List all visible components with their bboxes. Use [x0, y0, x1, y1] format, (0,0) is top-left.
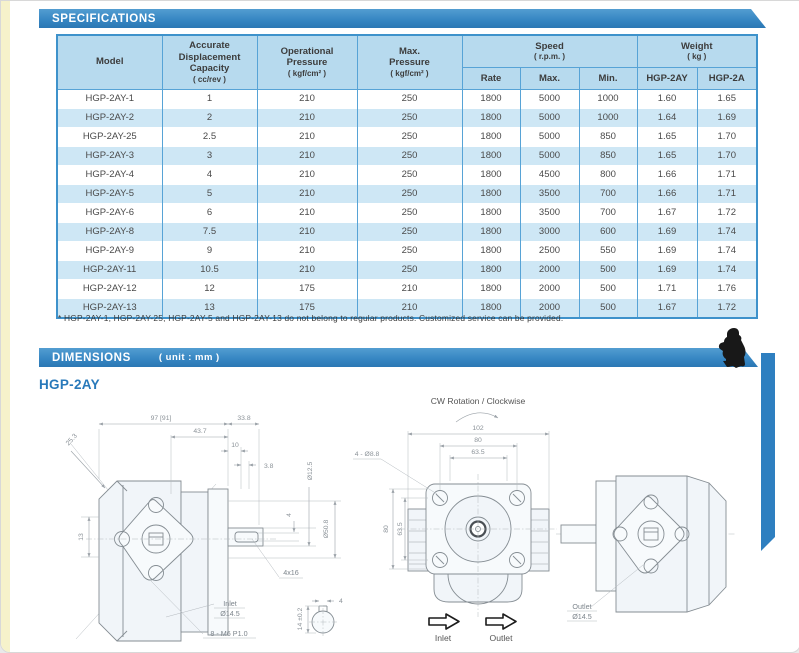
table-row: HGP-2AY-2 2 210 250 1800 5000 1000 1.64 1.69 [56, 107, 758, 127]
page-edge-strip [1, 1, 10, 652]
dim-102-label: 102 [472, 425, 484, 432]
dim-63-5-vertical-label: 63.5 [397, 522, 404, 535]
dim-10-label: 10 [231, 442, 239, 449]
front-view: CW Rotation / Clockwise [353, 396, 557, 643]
key-detail-width-label: 4 [339, 598, 343, 605]
dim-80-horizontal-label: 80 [474, 437, 482, 444]
col-header-model: Model [56, 34, 163, 90]
corner-holes-label: 4 - Ø8.8 [355, 451, 380, 458]
dim-13-label: 13 [78, 533, 85, 541]
table-row: HGP-2AY-5 5 210 250 1800 3500 700 1.66 1.71 [56, 183, 758, 203]
dimensions-banner-title: DIMENSIONS [52, 351, 131, 364]
dimensions-banner: DIMENSIONS ( unit : mm ) [39, 348, 758, 367]
dim-43-7-label: 43.7 [193, 428, 206, 435]
dim-80-vertical-label: 80 [383, 525, 390, 533]
col-header-rate: Rate [461, 66, 521, 90]
inlet-arrow-label: Inlet [435, 633, 452, 643]
table-row: HGP-2AY-8 7.5 210 250 1800 3000 600 1.69 1.74 [56, 221, 758, 241]
specifications-banner-title: SPECIFICATIONS [52, 12, 157, 25]
shaft-key-detail: 4 14 ±0.2 [297, 598, 343, 636]
table-row: HGP-2AY-13 13 175 210 1800 2000 500 1.67 1.72 [56, 297, 758, 318]
table-row: HGP-2AY-6 6 210 250 1800 3500 700 1.67 1.72 [56, 202, 758, 222]
dimension-drawing: 97 [91] 33.8 43.7 10 3.8 25.3 13 Ø12.5 [65, 396, 736, 643]
table-row: HGP-2AY-12 12 175 210 1800 2000 500 1.71 1.76 [56, 278, 758, 298]
col-header-speed-min: Min. [578, 66, 638, 90]
col-group-speed: Speed( r.p.m. ) [461, 34, 638, 68]
rotation-direction-label: CW Rotation / Clockwise [431, 396, 526, 406]
table-row: HGP-2AY-25 2.5 210 250 1800 5000 850 1.65 1.70 [56, 126, 758, 146]
table-row: HGP-2AY-9 9 210 250 1800 2500 550 1.69 1.74 [56, 240, 758, 260]
dim-25-3-label: 25.3 [65, 433, 79, 448]
col-header-max-pressure: Max. Pressure( kgf/cm² ) [356, 34, 463, 90]
table-footnote: * HGP-2AY-1, HGP-2AY-25, HGP-2AY-5 and H… [58, 313, 564, 323]
left-side-view: 97 [91] 33.8 43.7 10 3.8 25.3 13 Ø12.5 [65, 415, 341, 642]
outlet-dia-label: Ø14.5 [572, 612, 592, 621]
col-header-weight-hgp2ay: HGP-2AY [636, 66, 698, 90]
col-group-weight: Weight( kg ) [636, 34, 758, 68]
table-row: HGP-2AY-11 10.5 210 250 1800 2000 500 1.69 1.74 [56, 259, 758, 279]
outlet-arrow-label: Outlet [490, 633, 514, 643]
inlet-dia-label: Ø14.5 [220, 609, 240, 618]
dim-33-8-label: 33.8 [237, 415, 250, 422]
dim-97-label: 97 [91] [151, 415, 172, 422]
inlet-port-label: Inlet [223, 599, 237, 608]
specifications-banner: SPECIFICATIONS [39, 9, 766, 28]
key-detail-height-label: 14 ±0.2 [297, 607, 304, 630]
table-row: HGP-2AY-3 3 210 250 1800 5000 850 1.65 1.70 [56, 145, 758, 165]
table-row: HGP-2AY-4 4 210 250 1800 4500 800 1.66 1.71 [56, 164, 758, 184]
outlet-port-label: Outlet [572, 602, 591, 611]
col-header-weight-hgp2a: HGP-2A [696, 66, 758, 90]
right-side-view: Outlet Ø14.5 [556, 475, 736, 622]
dim-3-8-label: 3.8 [264, 463, 274, 470]
key-size-label: 4x16 [283, 568, 299, 577]
col-header-speed-max: Max. [519, 66, 580, 90]
dim-key-width-side-label: 4 [286, 513, 293, 517]
mascot-icon [718, 328, 746, 368]
spec-table: Model Accurate Displacement Capacity( cc… [56, 34, 758, 319]
dim-pilot-dia-label: Ø50.8 [323, 520, 330, 539]
col-header-capacity: Accurate Displacement Capacity( cc/rev ) [161, 34, 258, 90]
bolt-spec-label: 8 - M6 P1.0 [210, 629, 247, 638]
dim-63-5-horizontal-label: 63.5 [471, 449, 484, 456]
dim-shaft-dia-label: Ø12.5 [307, 462, 314, 481]
dimensions-banner-unit: ( unit : mm ) [158, 352, 220, 363]
dimension-model-heading: HGP-2AY [39, 377, 100, 392]
side-accent-bar [761, 353, 775, 551]
table-row: HGP-2AY-1 1 210 250 1800 5000 1000 1.60 1.65 [56, 88, 758, 108]
col-header-operational-pressure: Operational Pressure( kgf/cm² ) [256, 34, 358, 90]
